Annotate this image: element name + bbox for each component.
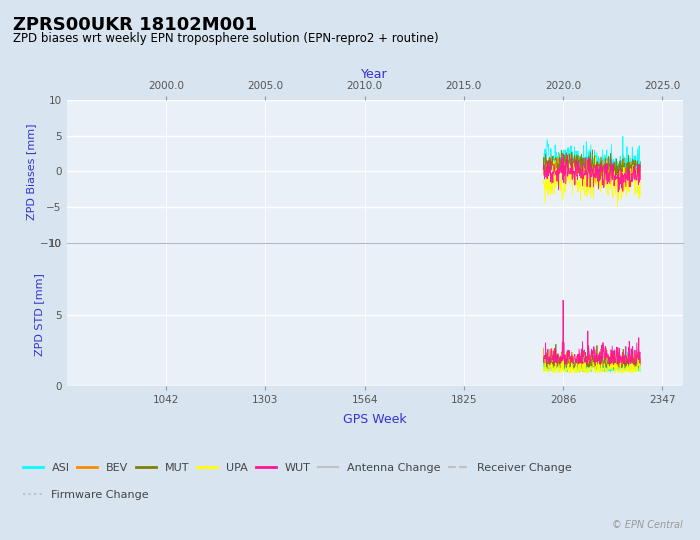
Text: © EPN Central: © EPN Central: [612, 520, 682, 530]
Y-axis label: ZPD STD [mm]: ZPD STD [mm]: [34, 273, 44, 356]
Text: ZPD biases wrt weekly EPN troposphere solution (EPN-repro2 + routine): ZPD biases wrt weekly EPN troposphere so…: [13, 32, 438, 45]
Y-axis label: ZPD Biases [mm]: ZPD Biases [mm]: [26, 123, 36, 220]
Legend: Firmware Change: Firmware Change: [18, 486, 153, 505]
Legend: ASI, BEV, MUT, UPA, WUT, Antenna Change, Receiver Change: ASI, BEV, MUT, UPA, WUT, Antenna Change,…: [18, 459, 577, 478]
Text: ZPRS00UKR 18102M001: ZPRS00UKR 18102M001: [13, 16, 257, 34]
Text: GPS Week: GPS Week: [343, 413, 406, 426]
X-axis label: Year: Year: [361, 68, 388, 81]
